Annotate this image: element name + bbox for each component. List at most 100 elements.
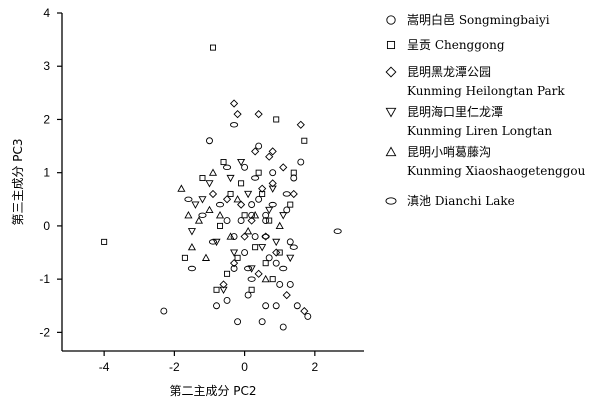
y-tick-label: 4 — [43, 6, 50, 20]
data-point-ellipse — [261, 233, 270, 240]
data-point-square — [262, 260, 269, 267]
data-point-square — [252, 244, 259, 251]
data-point-square — [224, 270, 231, 277]
data-point-triangle-up — [205, 205, 214, 214]
data-point-square — [259, 190, 266, 197]
data-point-diamond — [268, 147, 277, 156]
data-point-triangle-down — [205, 180, 214, 188]
data-point-circle — [265, 254, 273, 262]
data-point-triangle-down — [191, 201, 200, 209]
data-point-triangle-up — [187, 242, 196, 251]
data-point-triangle-up — [215, 211, 225, 219]
data-point-triangle-down — [237, 158, 246, 167]
data-point-triangle-down — [265, 206, 274, 215]
data-point-circle — [262, 211, 270, 219]
data-point-ellipse — [230, 122, 239, 128]
data-point-circle — [241, 249, 249, 256]
legend-marker-circle — [386, 15, 396, 25]
data-point-circle — [272, 259, 280, 267]
data-point-triangle-up — [194, 216, 204, 224]
legend-label: 昆明黑龙潭公园 Kunming Heilongtan Park — [407, 65, 565, 98]
data-point-triangle-down — [212, 238, 221, 247]
legend-label-line: Kunming Xiaoshaogetenggou — [407, 164, 586, 178]
y-tick-label: 1 — [43, 166, 50, 180]
data-point-triangle-up — [244, 227, 253, 235]
data-point-triangle-down — [258, 244, 267, 252]
data-point-diamond — [229, 99, 239, 108]
data-point-square — [234, 254, 241, 261]
data-point-ellipse — [268, 201, 277, 208]
data-point-square — [220, 159, 227, 166]
legend-marker-ellipse — [385, 197, 397, 205]
data-point-circle — [276, 281, 284, 288]
y-axis-title: 第三主成分 PC3 — [11, 138, 25, 225]
y-tick-label: 3 — [43, 59, 50, 73]
data-point-circle — [279, 323, 287, 331]
data-point-circle — [230, 265, 238, 272]
legend-marker-triangle-up — [385, 146, 397, 157]
data-point-ellipse — [208, 239, 218, 245]
data-point-ellipse — [333, 228, 342, 234]
data-point-circle — [286, 238, 294, 246]
legend-label: 滇池 Dianchi Lake — [407, 194, 515, 208]
data-point-diamond — [258, 184, 267, 193]
data-point-diamond — [219, 280, 228, 289]
axes: -4 -2 0 2 -2 -1 0 1 2 3 4 — [39, 6, 364, 374]
data-point-triangle-down — [247, 265, 256, 273]
data-point-triangle-down — [219, 286, 228, 295]
data-point-circle — [206, 137, 213, 145]
data-point-triangle-down — [268, 185, 277, 193]
data-point-ellipse — [215, 201, 225, 208]
x-tick-label: 2 — [311, 360, 318, 374]
data-point-diamond — [222, 195, 232, 204]
legend-label-line: 滇池 Dianchi Lake — [407, 194, 515, 208]
data-point-triangle-down — [226, 174, 235, 183]
data-point-triangle-down — [272, 238, 281, 247]
data-point-triangle-down — [230, 249, 239, 257]
data-point-diamond — [240, 232, 249, 241]
data-point-triangle-up — [233, 195, 242, 203]
data-point-ellipse — [222, 164, 232, 171]
data-point-square — [238, 180, 245, 187]
data-point-circle — [223, 217, 231, 225]
data-point-circle — [304, 312, 312, 320]
data-point-diamond — [265, 152, 274, 161]
data-point-circle — [213, 302, 220, 310]
data-point-ellipse — [282, 191, 291, 197]
data-point-square — [241, 212, 248, 219]
data-point-ellipse — [247, 276, 256, 282]
legend-marker-diamond — [385, 66, 397, 78]
legend-label: 嵩明白邑 Songmingbaiyi — [407, 12, 550, 27]
data-point-diamond — [237, 200, 246, 209]
data-point-triangle-down — [244, 190, 253, 199]
data-point-square — [227, 190, 234, 197]
legend-label-line: 嵩明白邑 Songmingbaiyi — [407, 12, 550, 27]
data-point-diamond — [247, 216, 256, 225]
data-point-square — [276, 249, 283, 256]
data-point-circle — [262, 217, 270, 225]
data-point-diamond — [279, 163, 288, 172]
data-point-ellipse — [251, 175, 260, 181]
data-point-square — [209, 44, 216, 51]
data-point-square — [273, 116, 280, 123]
data-point-circle — [255, 142, 263, 150]
data-point-square — [290, 169, 297, 176]
x-tick-label: 0 — [241, 360, 248, 374]
data-point-diamond — [233, 110, 242, 119]
y-tick-label: 0 — [43, 219, 50, 233]
data-point-triangle-up — [226, 232, 235, 240]
data-point-square — [217, 222, 224, 229]
data-point-circle — [234, 318, 242, 326]
data-point-ellipse — [279, 265, 288, 272]
legend-label: 昆明海口里仁龙潭 Kunming Liren Longtan — [407, 104, 552, 138]
data-point-square — [199, 175, 206, 182]
legend-marker-square — [386, 40, 396, 50]
data-point-diamond — [272, 248, 281, 257]
data-point-diamond — [251, 147, 260, 156]
data-point-circle — [241, 163, 249, 171]
data-point-square — [213, 286, 220, 293]
data-point-triangle-up — [251, 211, 260, 219]
plot-area — [101, 44, 342, 331]
data-point-circle — [237, 217, 245, 225]
legend-label-line: 呈贡 Chenggong — [407, 38, 505, 52]
